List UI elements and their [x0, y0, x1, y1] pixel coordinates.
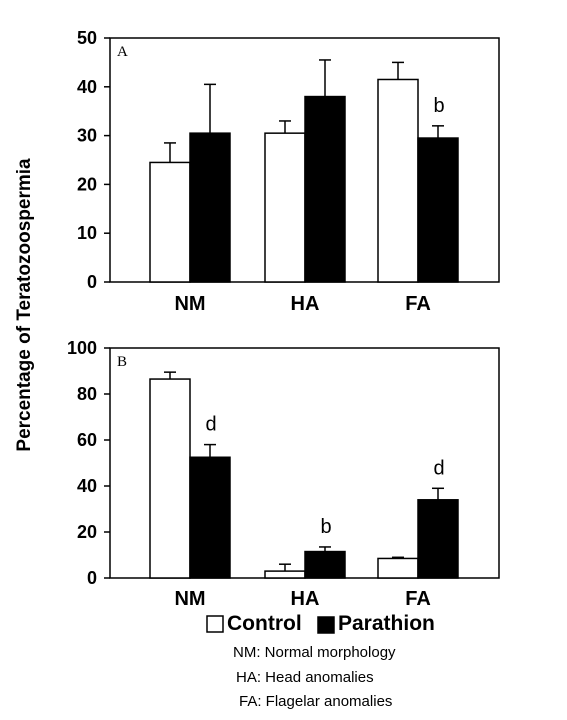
bar-parathion-fa	[417, 137, 459, 283]
category-label-nm: NM	[174, 588, 205, 610]
y-tick-label: 20	[77, 522, 97, 542]
y-tick-label: 50	[77, 28, 97, 48]
legend-swatch-control	[206, 615, 224, 633]
bar-parathion-fa	[417, 499, 459, 579]
legend-label-parathion: Parathion	[338, 612, 435, 635]
panel-label: A	[117, 44, 128, 60]
bar-parathion-nm	[189, 132, 231, 283]
category-label-fa: FA	[405, 588, 431, 610]
panel-b: B 0 20 40 60 80 100 NM HA FA d b d	[67, 338, 500, 610]
bar-control-ha	[264, 132, 306, 283]
legend-label-control: Control	[227, 612, 302, 635]
bar-control-fa	[377, 557, 419, 579]
significance-label: d	[205, 414, 216, 436]
bar-parathion-nm	[189, 456, 231, 579]
y-tick-label: 20	[77, 174, 97, 194]
y-tick-label: 40	[77, 77, 97, 97]
category-label-fa: FA	[405, 293, 431, 315]
bar-control-nm	[149, 161, 191, 283]
abbreviation-notes: NM: Normal morphology HA: Head anomalies…	[233, 644, 396, 710]
legend: Control Parathion	[206, 612, 435, 635]
y-tick-label: 10	[77, 223, 97, 243]
bar-control-fa	[377, 78, 419, 283]
bar-control-nm	[149, 378, 191, 579]
category-label-ha: HA	[291, 588, 320, 610]
bar-parathion-ha	[304, 550, 346, 579]
y-tick-label: 100	[67, 338, 97, 358]
y-tick-label: 60	[77, 430, 97, 450]
note-nm: NM: Normal morphology	[233, 644, 396, 661]
significance-label: d	[433, 457, 444, 479]
note-ha: HA: Head anomalies	[236, 669, 374, 686]
bar-parathion-ha	[304, 95, 346, 283]
note-fa: FA: Flagelar anomalies	[239, 693, 392, 710]
panel-a: A 0 10 20 30 40 50 NM HA FA b	[77, 28, 500, 315]
category-label-nm: NM	[174, 293, 205, 315]
panel-label: B	[117, 354, 127, 370]
significance-label: b	[320, 516, 331, 538]
bar-control-ha	[264, 570, 306, 579]
y-tick-label: 30	[77, 126, 97, 146]
legend-swatch-parathion	[317, 616, 335, 634]
category-label-ha: HA	[291, 293, 320, 315]
y-tick-label: 0	[87, 272, 97, 292]
y-tick-label: 40	[77, 476, 97, 496]
chart-panels: A 0 10 20 30 40 50 NM HA FA b B 0 20 40 60 80 100 NM HA FA d b…	[67, 28, 500, 610]
y-tick-label: 80	[77, 384, 97, 404]
significance-label: b	[433, 95, 444, 117]
y-axis-label: Percentage of Teratozoospermia	[14, 158, 35, 452]
y-tick-label: 0	[87, 568, 97, 588]
